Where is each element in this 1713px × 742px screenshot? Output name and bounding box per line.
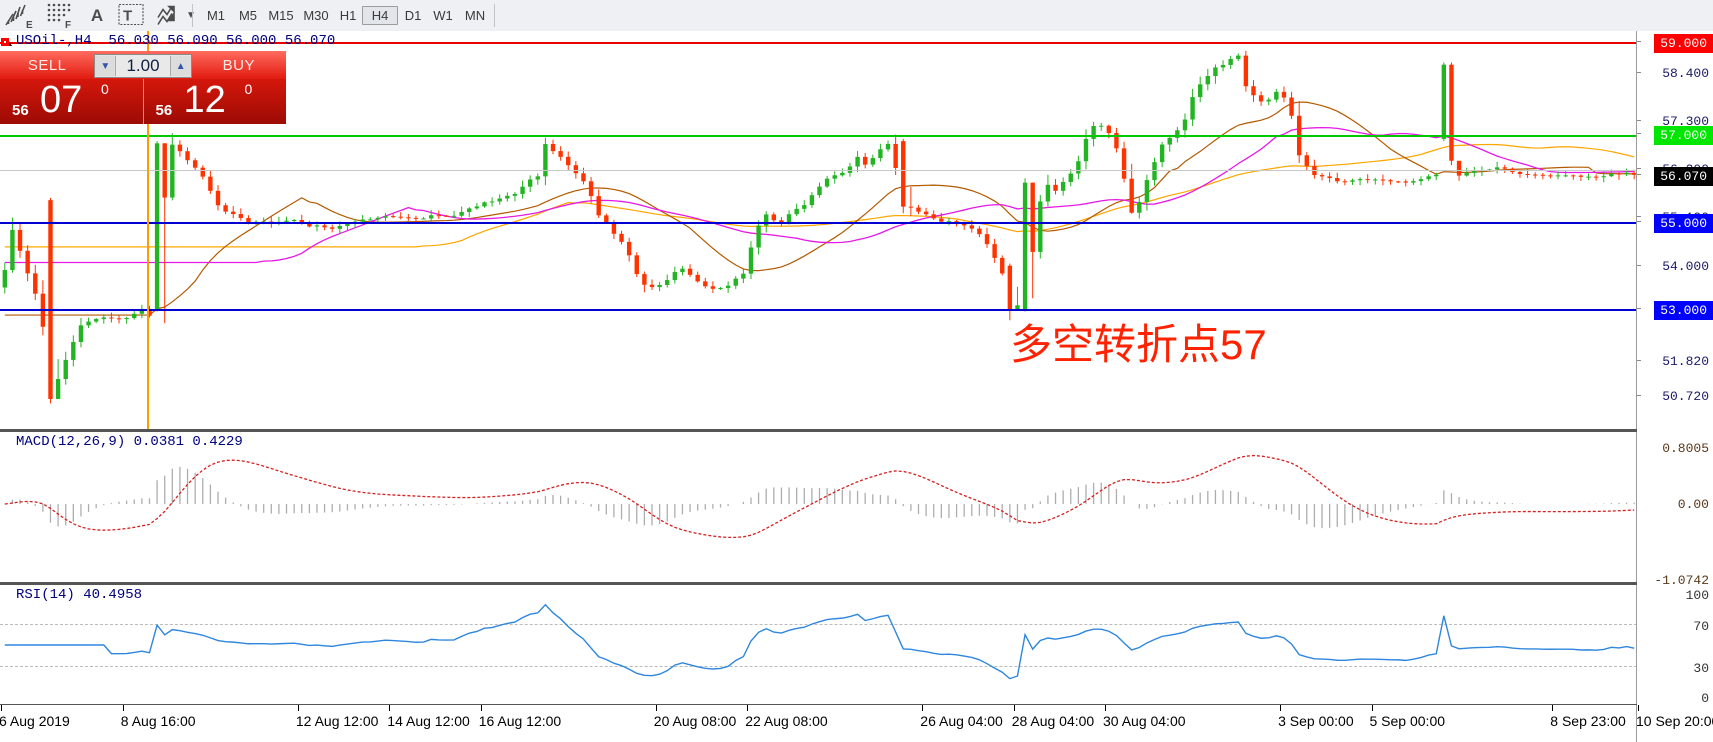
- svg-text:F: F: [65, 20, 71, 29]
- svg-text:T: T: [123, 8, 132, 25]
- svg-text:E: E: [26, 20, 33, 29]
